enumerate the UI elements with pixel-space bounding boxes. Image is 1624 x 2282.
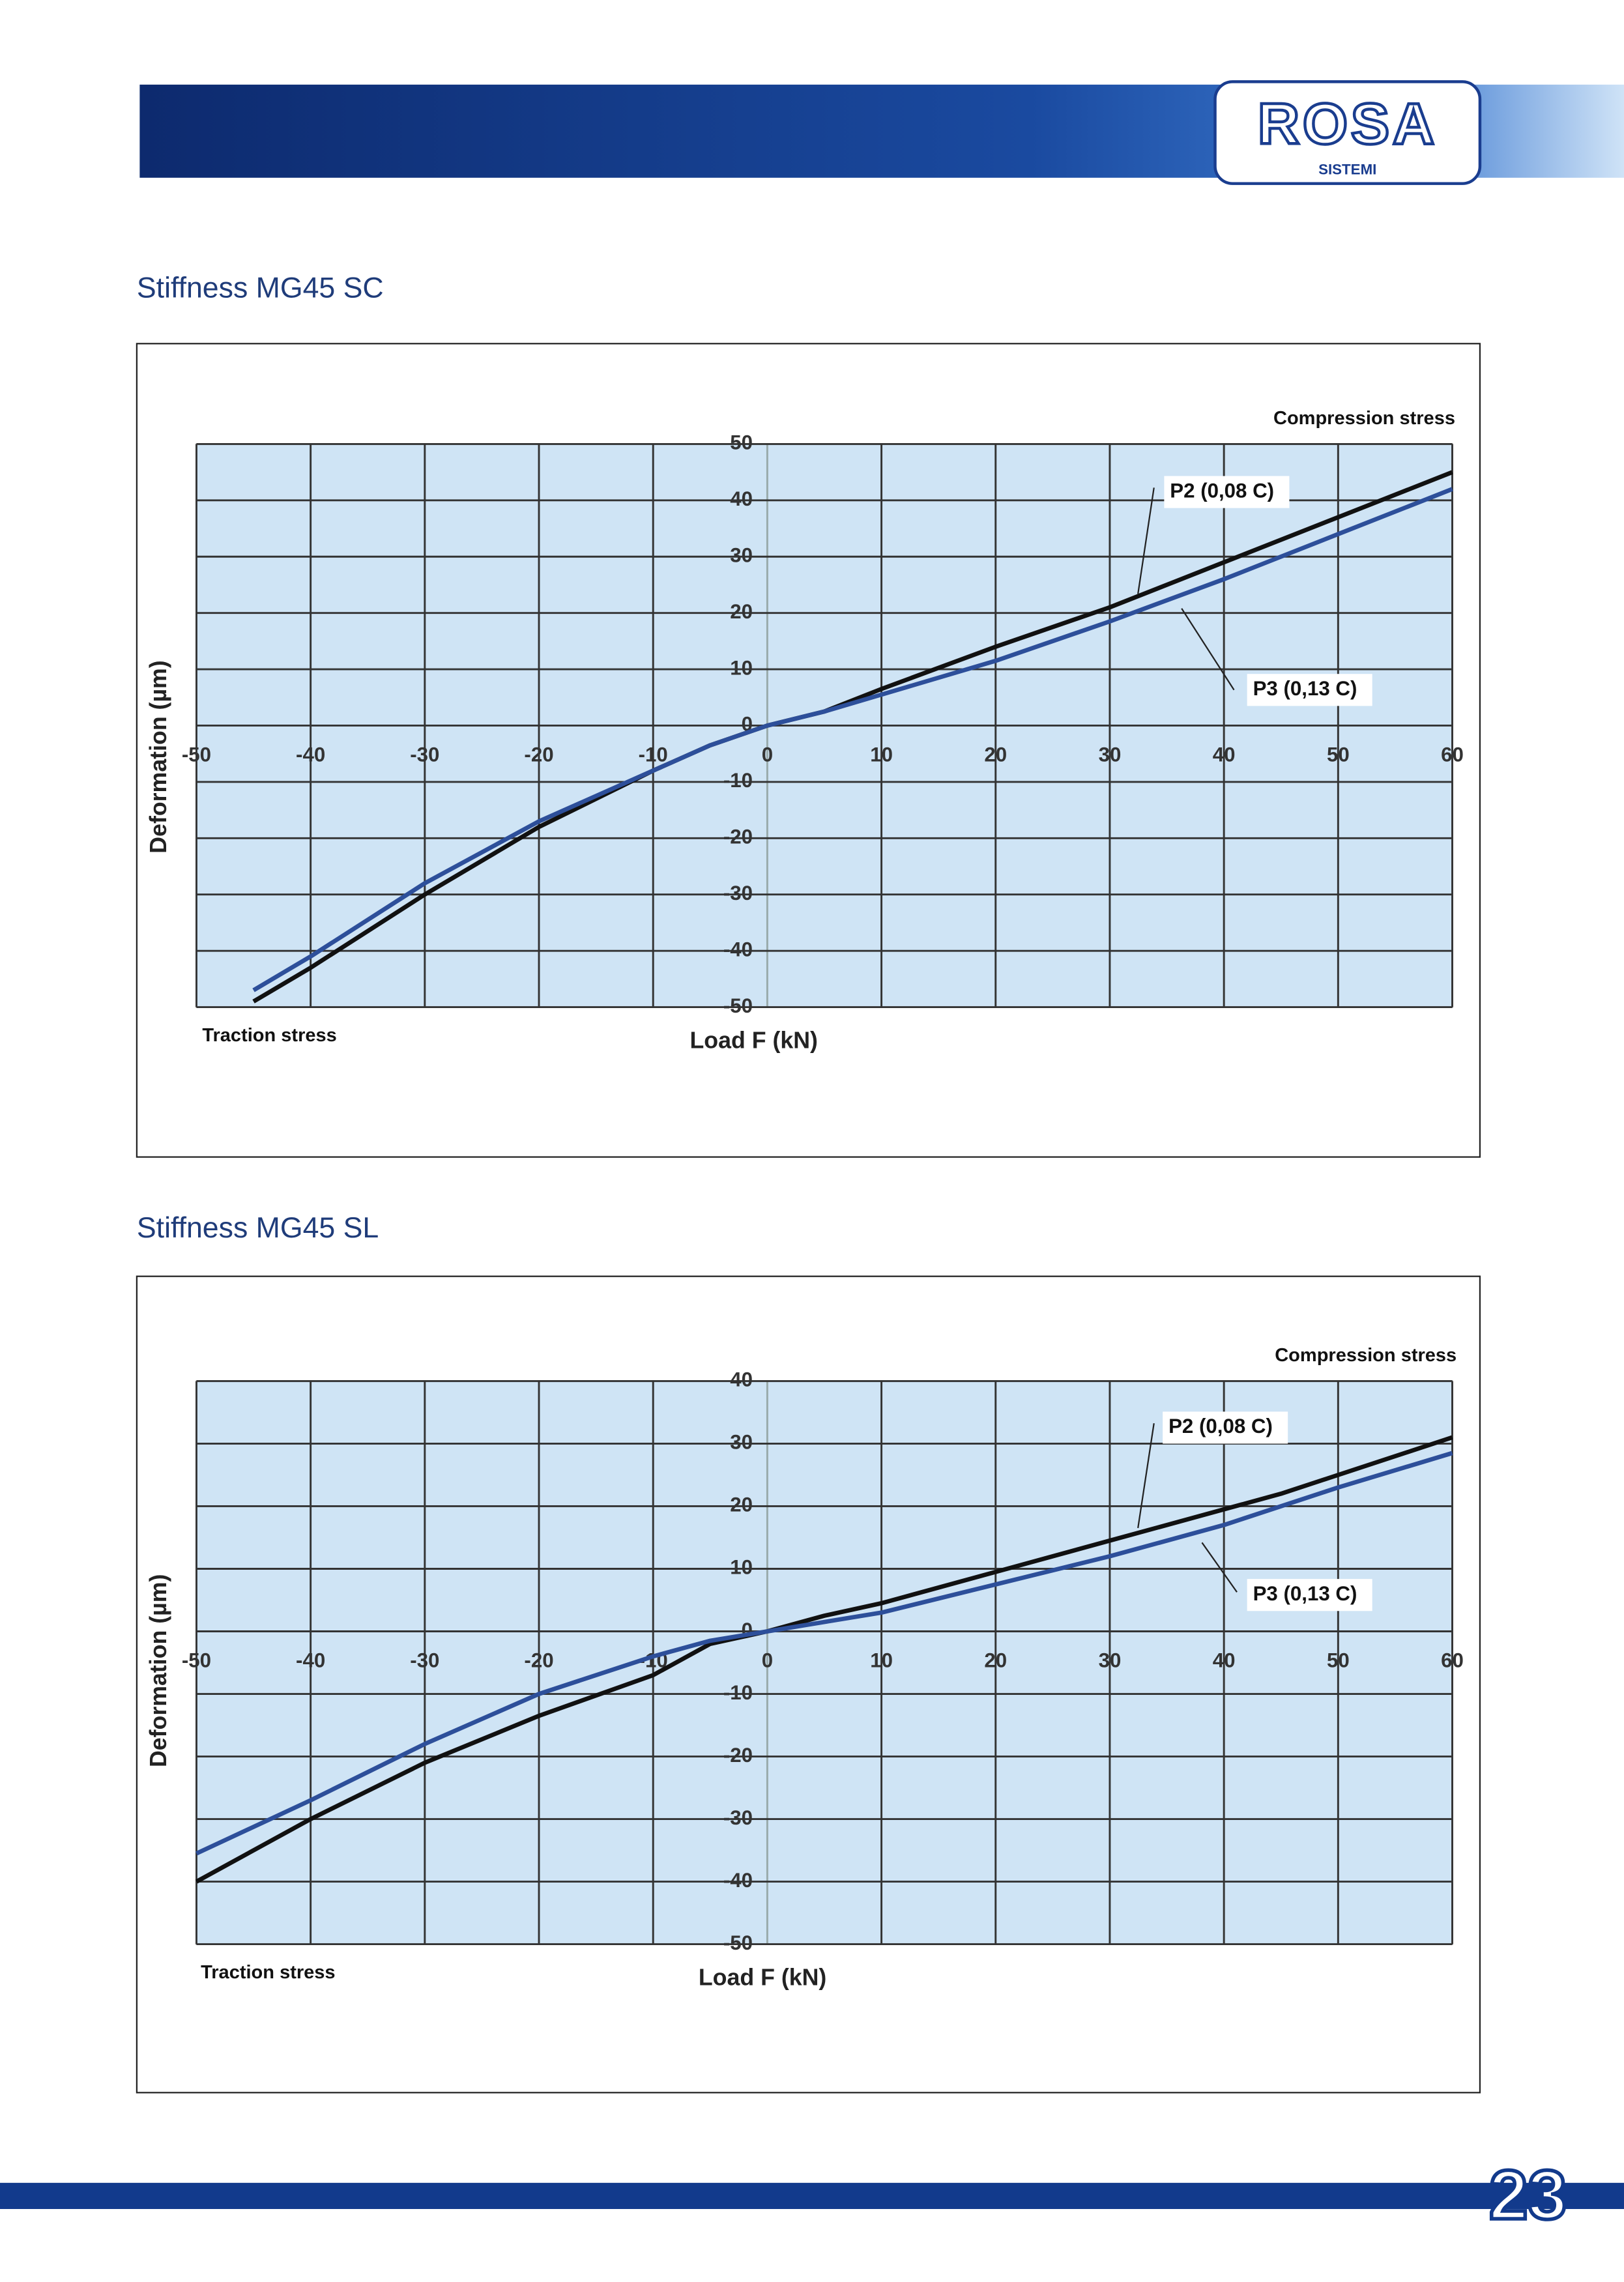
x-tick-label: 30 <box>1099 744 1122 766</box>
x-tick-label: 30 <box>1099 1649 1122 1672</box>
y-tick-label: -40 <box>723 1869 753 1892</box>
x-tick-label: 0 <box>762 1649 773 1672</box>
x-tick-label: 60 <box>1441 1649 1464 1672</box>
callout-line <box>1181 608 1235 691</box>
y-tick-label: -10 <box>723 1681 753 1704</box>
x-tick-label: -30 <box>410 1649 439 1672</box>
series-line <box>195 1435 1453 1884</box>
y-tick-label: 20 <box>730 600 753 623</box>
x-tick-label: 10 <box>870 1649 893 1672</box>
x-tick-label: 40 <box>1213 1649 1236 1672</box>
y-tick-label: -30 <box>723 1806 753 1829</box>
x-tick-label: -50 <box>182 744 211 766</box>
x-tick-label: -30 <box>410 744 439 766</box>
callout-line <box>1201 1542 1238 1593</box>
x-tick-label: 0 <box>762 744 773 766</box>
x-tick-label: -50 <box>182 1649 211 1672</box>
annotation: Traction stress <box>201 1962 335 1983</box>
y-tick-label: -20 <box>723 1744 753 1767</box>
y-axis-label: Deformation (µm) <box>145 1574 171 1767</box>
y-tick-label: -50 <box>723 994 753 1017</box>
y-tick-label: -30 <box>723 882 753 904</box>
annotation: Compression stress <box>1273 408 1455 429</box>
y-tick-label: -50 <box>723 1931 753 1954</box>
y-tick-label: 20 <box>730 1494 753 1516</box>
legend-label: P3 (0,13 C) <box>1253 1582 1357 1605</box>
x-tick-label: -20 <box>524 744 553 766</box>
y-tick-label: -20 <box>723 826 753 848</box>
x-tick-label: 20 <box>984 1649 1007 1672</box>
series-line <box>252 487 1453 992</box>
y-tick-label: 40 <box>730 487 753 510</box>
y-tick-label: 10 <box>730 1556 753 1579</box>
x-tick-label: 10 <box>870 744 893 766</box>
footer-bar <box>0 2182 1624 2210</box>
callout-line <box>1137 487 1155 594</box>
x-tick-label: -40 <box>296 1649 325 1672</box>
callout-line <box>1137 1423 1155 1529</box>
legend-label: P3 (0,13 C) <box>1253 677 1357 700</box>
x-tick-label: 60 <box>1441 744 1464 766</box>
x-tick-label: 40 <box>1213 744 1236 766</box>
callout-box <box>1247 1579 1372 1611</box>
y-tick-label: -10 <box>723 769 753 792</box>
legend-label: P2 (0,08 C) <box>1168 1415 1273 1437</box>
chart-title: Stiffness MG45 SC <box>137 272 384 304</box>
x-axis-label: Load F (kN) <box>699 1965 826 1991</box>
x-tick-label: 50 <box>1327 1649 1350 1672</box>
plot-area <box>196 1380 1453 1945</box>
x-tick-label: -40 <box>296 744 325 766</box>
x-tick-label: -10 <box>639 744 668 766</box>
x-tick-label: -20 <box>524 1649 553 1672</box>
x-axis-label: Load F (kN) <box>689 1028 817 1054</box>
y-tick-label: -40 <box>723 938 753 960</box>
series-line <box>196 1451 1453 1856</box>
y-tick-label: 30 <box>730 1431 753 1454</box>
logo-sub: SISTEMI <box>1318 161 1376 177</box>
callout-box <box>1164 476 1290 508</box>
logo: ROSA <box>1258 91 1438 156</box>
y-tick-label: 30 <box>730 543 753 566</box>
annotation: Traction stress <box>202 1025 336 1046</box>
callout-box <box>1247 674 1372 706</box>
x-tick-label: 20 <box>984 744 1007 766</box>
y-tick-label: 10 <box>730 656 753 679</box>
chart-title: Stiffness MG45 SL <box>137 1212 379 1244</box>
annotation: Compression stress <box>1275 1345 1457 1366</box>
callout-box <box>1163 1411 1288 1444</box>
logo-box <box>1213 80 1482 185</box>
page-number: 23 <box>1489 2156 1567 2234</box>
y-tick-label: 50 <box>730 431 753 454</box>
y-tick-label: 40 <box>730 1368 753 1391</box>
legend-label: P2 (0,08 C) <box>1170 479 1274 502</box>
y-axis-label: Deformation (µm) <box>145 660 171 853</box>
x-tick-label: 50 <box>1327 744 1350 766</box>
